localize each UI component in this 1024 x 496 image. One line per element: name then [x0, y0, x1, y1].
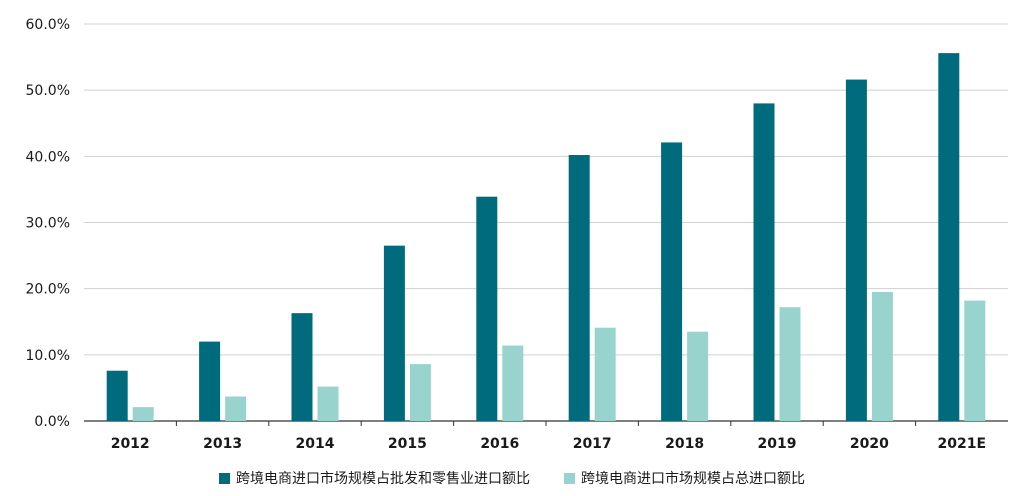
y-tick-label: 60.0% [26, 17, 70, 33]
y-tick-label: 40.0% [26, 149, 70, 165]
x-tick-label: 2020 [850, 436, 889, 452]
bar-wholesale-retail-ratio [383, 245, 405, 421]
x-tick-label: 2017 [573, 436, 612, 452]
bar-wholesale-retail-ratio [106, 370, 128, 421]
y-tick-label: 30.0% [26, 216, 70, 232]
legend-item-wholesale-retail: 跨境电商进口市场规模占批发和零售业进口额比 [219, 468, 530, 488]
bar-total-import-ratio [687, 331, 709, 421]
bar-total-import-ratio [132, 407, 154, 421]
x-tick-label: 2016 [480, 436, 519, 452]
x-tick-label: 2012 [111, 436, 150, 452]
y-tick-label: 0.0% [34, 414, 70, 430]
bar-wholesale-retail-ratio [291, 313, 313, 421]
bar-wholesale-retail-ratio [476, 196, 498, 421]
bar-total-import-ratio [871, 291, 893, 421]
bar-chart: 0.0% 10.0% 20.0% 30.0% 40.0% 50.0% 60.0% 2012 20… [26, 17, 1008, 452]
bar-total-import-ratio [594, 327, 616, 421]
bar-total-import-ratio [409, 364, 431, 421]
bar-total-import-ratio [964, 300, 986, 421]
y-tick-label: 50.0% [26, 83, 70, 99]
bar-total-import-ratio [779, 307, 801, 421]
bar-total-import-ratio [502, 345, 524, 421]
legend-swatch-dark [219, 472, 230, 484]
legend-item-total-import: 跨境电商进口市场规模占总进口额比 [564, 468, 805, 488]
bar-wholesale-retail-ratio [661, 142, 683, 421]
x-tick-label: 2018 [665, 436, 704, 452]
bar-wholesale-retail-ratio [938, 53, 960, 421]
x-tick-label: 2014 [296, 436, 335, 452]
bar-wholesale-retail-ratio [753, 103, 775, 422]
x-tick-label: 2013 [203, 436, 242, 452]
bar-total-import-ratio [225, 396, 247, 421]
y-tick-label: 10.0% [26, 348, 70, 364]
bar-wholesale-retail-ratio [568, 155, 590, 421]
legend-label: 跨境电商进口市场规模占批发和零售业进口额比 [236, 471, 530, 487]
x-tick-label: 2019 [758, 436, 797, 452]
y-tick-label: 20.0% [26, 282, 70, 298]
x-tick-label: 2015 [388, 436, 427, 452]
bar-total-import-ratio [317, 386, 339, 421]
legend: 跨境电商进口市场规模占批发和零售业进口额比 跨境电商进口市场规模占总进口额比 [0, 468, 1024, 488]
legend-swatch-light [564, 472, 575, 484]
legend-label: 跨境电商进口市场规模占总进口额比 [581, 471, 805, 487]
x-tick-label: 2021E [938, 436, 987, 452]
bar-wholesale-retail-ratio [845, 79, 867, 421]
bar-wholesale-retail-ratio [199, 341, 221, 421]
